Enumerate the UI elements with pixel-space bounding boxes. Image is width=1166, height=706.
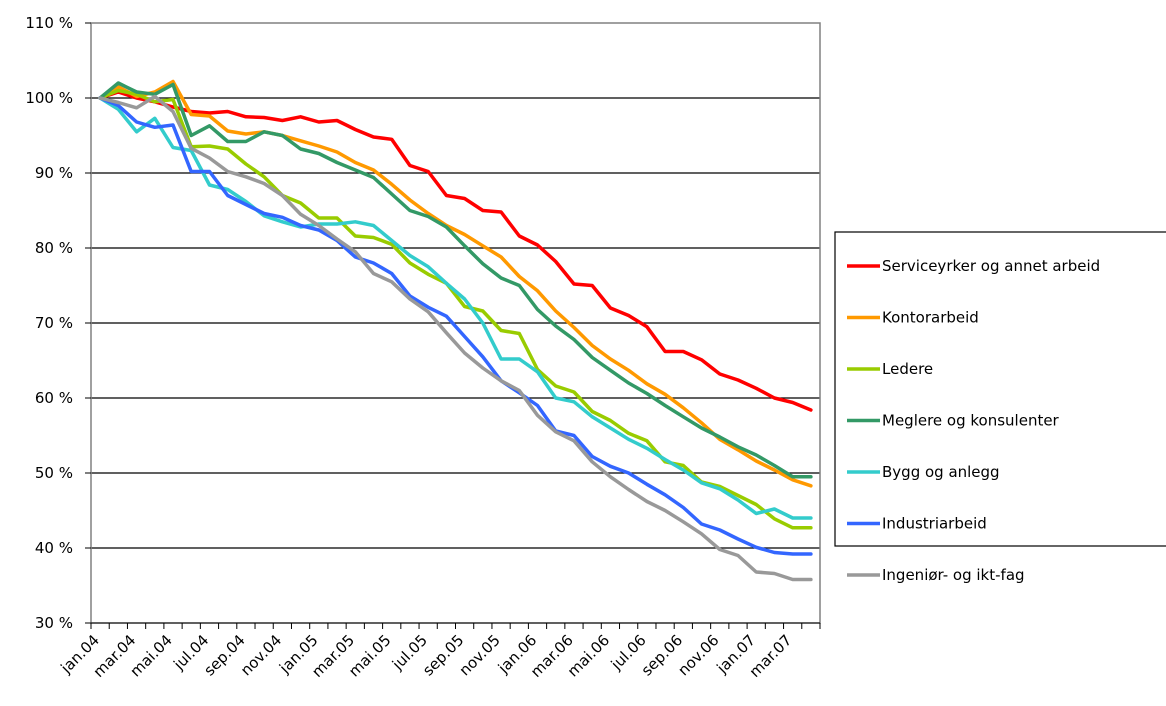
series-line	[98, 94, 813, 582]
series-line	[98, 96, 813, 520]
x-tick-label: nov.04	[237, 631, 285, 679]
x-tick-label: nov.06	[674, 631, 722, 679]
y-axis: 30 % 40 % 50 % 60 % 70 % 80 % 90 % 100 % 110 %	[25, 14, 91, 632]
legend: Serviceyrker og annet arbeid Kontorarbeid…	[834, 231, 1166, 584]
series-line	[98, 79, 813, 488]
y-tick-label: 80 %	[35, 239, 73, 257]
legend-label: Ingeniør- og ikt-fag	[882, 566, 1025, 584]
y-tick-label: 90 %	[35, 164, 73, 182]
legend-label: Industriarbeid	[882, 515, 987, 533]
y-tick-label: 70 %	[35, 314, 73, 332]
y-tick-label: 60 %	[35, 389, 73, 407]
y-tick-label: 30 %	[35, 614, 73, 632]
y-tick-label: 100 %	[25, 89, 73, 107]
series-lines	[98, 79, 813, 582]
series-line	[98, 81, 813, 479]
x-tick-label: nov.05	[456, 631, 504, 679]
legend-label: Meglere og konsulenter	[882, 412, 1060, 430]
y-tick-label: 40 %	[35, 539, 73, 557]
x-axis: jan.04mar.04mai.04jul.04sep.04nov.04jan.…	[56, 622, 821, 681]
legend-label: Serviceyrker og annet arbeid	[882, 257, 1100, 275]
series-line	[98, 88, 813, 530]
y-tick-label: 50 %	[35, 464, 73, 482]
series-line	[98, 90, 813, 412]
legend-label: Bygg og anlegg	[882, 463, 1000, 481]
series-line	[98, 96, 813, 556]
legend-box	[834, 231, 1166, 547]
legend-label: Kontorarbeid	[882, 309, 979, 327]
legend-label: Ledere	[882, 360, 933, 378]
y-tick-label: 110 %	[25, 14, 73, 32]
